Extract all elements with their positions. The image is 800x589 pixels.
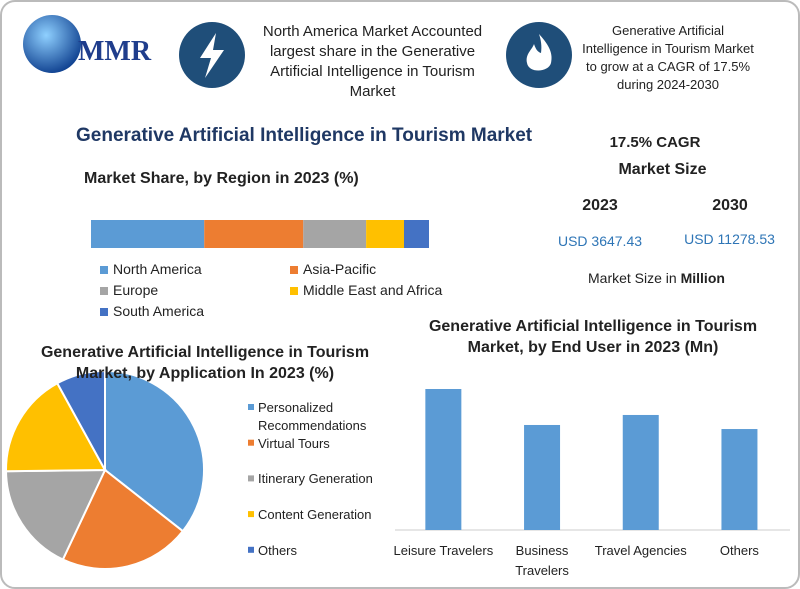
legend-swatch	[100, 266, 108, 274]
bar-segment	[366, 220, 404, 248]
unit-note-text: Market Size in	[588, 270, 677, 286]
bar-segment	[403, 220, 429, 248]
legend-label: Virtual Tours	[258, 435, 330, 451]
globe	[23, 15, 81, 73]
bar	[425, 389, 462, 530]
highlight: Generative Artificial Intelligence in To…	[582, 23, 754, 92]
unit: Million	[680, 270, 725, 286]
legend-swatch	[248, 546, 254, 553]
size-heading: Market Size	[618, 161, 707, 178]
legend-swatch	[100, 287, 108, 295]
legend-swatch	[290, 287, 298, 295]
bar	[524, 424, 561, 530]
legend-label: Itinerary Generation	[258, 471, 373, 487]
x-tick-label: Travel Agencies	[594, 543, 687, 558]
bar	[622, 414, 659, 530]
x-tick-label: Others	[719, 543, 759, 558]
logo: MMR	[78, 36, 152, 67]
flame-icon	[526, 34, 552, 71]
chart-title: Generative Artificial Intelligence in To…	[40, 344, 370, 382]
chart-title: Market Share, by Region in 2023 (%)	[84, 170, 359, 187]
legend-swatch	[290, 266, 298, 274]
legend-label: South America	[113, 303, 205, 319]
lightning-icon	[200, 33, 224, 78]
bar-segment	[303, 220, 367, 248]
year: 2023	[582, 197, 618, 214]
bar	[721, 429, 758, 530]
size-value: USD 11278.53	[684, 231, 775, 247]
legend-label: Content Generation	[258, 507, 372, 523]
year: 2030	[712, 197, 748, 214]
bar-segment	[91, 220, 205, 248]
main-title: Generative Artificial Intelligence in To…	[76, 125, 533, 146]
legend-swatch	[248, 439, 254, 446]
pie-slice	[61, 468, 185, 570]
pie-slice	[4, 468, 107, 561]
x-tick-label: Business Travelers	[515, 543, 569, 578]
legend-label: Others	[258, 542, 298, 558]
legend-swatch	[248, 475, 254, 482]
pie-slice	[104, 369, 205, 533]
legend-label: Asia-Pacific	[303, 261, 377, 277]
cagr: 17.5% CAGR	[609, 134, 701, 151]
legend-label: Middle East and Africa	[303, 282, 443, 298]
legend-swatch	[248, 404, 254, 410]
highlight: North America Market Accounted largest s…	[262, 23, 483, 100]
size-value: USD 3647.43	[557, 233, 643, 249]
legend-label: North America	[113, 261, 202, 277]
pie-slice	[5, 381, 107, 473]
pie-slice	[55, 369, 106, 471]
legend-label: Europe	[113, 282, 159, 298]
x-tick-label: Leisure Travelers	[393, 543, 494, 558]
unit-note: Market Size in Million	[588, 270, 725, 286]
bar-segment	[204, 220, 304, 248]
chart-title: Generative Artificial Intelligence in To…	[428, 318, 758, 356]
legend-swatch	[100, 308, 108, 316]
legend-label: Personalized Recommendations	[258, 400, 367, 433]
legend-swatch	[248, 511, 254, 518]
